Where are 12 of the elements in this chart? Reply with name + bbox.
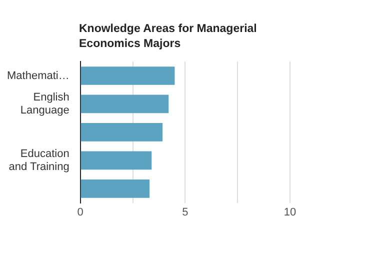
y-tick-label: Mathemati… — [6, 70, 70, 82]
bar — [80, 66, 175, 85]
x-tick-label: 10 — [284, 206, 296, 218]
x-tick-label: 5 — [182, 206, 188, 218]
bar — [80, 180, 150, 198]
y-tick-label: Education and Training — [8, 148, 70, 174]
bar — [80, 151, 152, 170]
bar — [80, 94, 169, 114]
bar — [80, 123, 163, 142]
chart-title: Knowledge Areas for Managerial Economics Majors — [79, 22, 258, 52]
x-tick-label: 0 — [77, 206, 84, 218]
y-tick-label: English Language — [20, 91, 70, 117]
